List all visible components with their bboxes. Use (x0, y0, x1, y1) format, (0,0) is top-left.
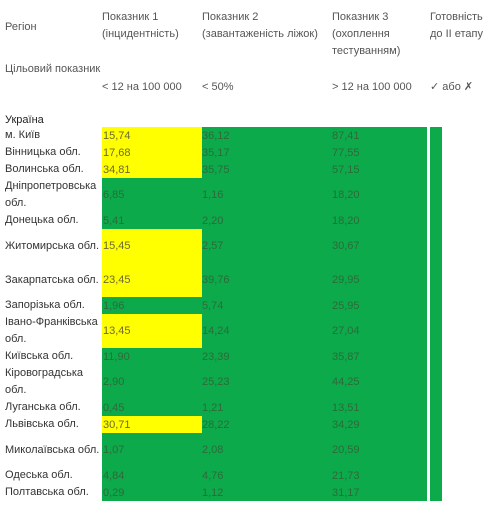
header-region: Регіон (5, 21, 37, 33)
region-cell: Дніпропетровська обл. (5, 180, 97, 209)
target-indicator-3: > 12 на 100 000 (332, 80, 412, 93)
indicator-2-cell: 23,39 (202, 348, 332, 365)
indicator-1-cell: 30,71 (102, 416, 202, 433)
target-indicator-1: < 12 на 100 000 (102, 80, 182, 93)
indicator-3-cell: 31,17 (332, 484, 427, 501)
indicator-1-cell: 4,84 (102, 467, 202, 484)
indicator-2-cell: 5,74 (202, 297, 332, 314)
indicator-1-cell: 15,45 (102, 229, 202, 263)
header-indicator-3: Показник 3 (охоплення тестуванням) (332, 11, 401, 57)
indicator-3-cell: 25,95 (332, 297, 427, 314)
indicator-1-cell: 23,45 (102, 263, 202, 297)
region-cell: Миколаївська обл. (5, 443, 100, 456)
indicator-3-cell: 57,15 (332, 161, 427, 178)
indicator-2-cell: 14,24 (202, 314, 332, 348)
indicator-3-cell: 34,29 (332, 416, 427, 433)
indicator-1-cell: 2,90 (102, 365, 202, 399)
indicator-2-cell: 2,57 (202, 229, 332, 263)
country-row: Україна (0, 113, 490, 127)
indicator-1-cell: 1,07 (102, 433, 202, 467)
region-cell: Закарпатська обл. (5, 273, 99, 286)
indicator-2-cell: 2,20 (202, 212, 332, 229)
target-label: Цільовий показник (5, 63, 101, 75)
indicator-2-cell: 35,17 (202, 144, 332, 161)
indicator-2-cell: 1,16 (202, 178, 332, 212)
region-cell: Вінницька обл. (5, 146, 81, 158)
header-indicator-2: Показник 2 (завантаженість ліжок) (202, 11, 318, 40)
header-row: Регіон Показник 1 (інцидентність) Показн… (0, 0, 490, 60)
country-label: Україна (5, 114, 44, 126)
header-indicator-1: Показник 1 (інцидентність) (102, 11, 179, 40)
region-cell: Житомирська обл. (5, 239, 100, 252)
indicator-1-cell: 15,74 (102, 127, 202, 144)
indicator-1-cell: 6,85 (102, 178, 202, 212)
indicator-2-cell: 4,76 (202, 467, 332, 484)
readiness-table: Регіон Показник 1 (інцидентність) Показн… (0, 0, 490, 501)
indicator-1-cell: 5,41 (102, 212, 202, 229)
region-cell: Запорізька обл. (5, 299, 85, 311)
indicator-3-cell: 35,87 (332, 348, 427, 365)
indicator-3-cell: 21,73 (332, 467, 427, 484)
region-cell: Івано-Франківська обл. (5, 316, 98, 345)
indicator-3-cell: 18,20 (332, 178, 427, 212)
indicator-3-cell: 30,67 (332, 229, 427, 263)
region-cell: Львівська обл. (5, 418, 79, 430)
indicator-2-cell: 1,21 (202, 399, 332, 416)
region-cell: Полтавська обл. (5, 486, 89, 498)
readiness-bar (430, 127, 442, 501)
indicator-3-cell: 20,59 (332, 433, 427, 467)
region-cell: Луганська обл. (5, 401, 81, 413)
indicator-3-cell: 44,25 (332, 365, 427, 399)
indicator-2-cell: 36,12 (202, 127, 332, 144)
target-indicator-2: < 50% (202, 80, 234, 93)
indicator-2-cell: 35,75 (202, 161, 332, 178)
header-readiness: Готовність до ІІ етапу (430, 11, 484, 40)
indicator-2-cell: 28,22 (202, 416, 332, 433)
region-cell: м. Київ (5, 129, 41, 141)
indicator-2-cell: 2,08 (202, 433, 332, 467)
region-cell: Київська обл. (5, 350, 74, 362)
indicator-1-cell: 11,90 (102, 348, 202, 365)
region-cell: Кіровоградська обл. (5, 367, 83, 396)
indicator-2-cell: 1,12 (202, 484, 332, 501)
indicator-3-cell: 27,04 (332, 314, 427, 348)
region-cell: Волинська обл. (5, 163, 84, 175)
region-cell: Донецька обл. (5, 214, 79, 226)
indicator-3-cell: 87,41 (332, 127, 427, 144)
indicator-1-cell: 0,45 (102, 399, 202, 416)
indicator-1-cell: 13,45 (102, 314, 202, 348)
indicator-3-cell: 29,95 (332, 263, 427, 297)
indicator-3-cell: 18,20 (332, 212, 427, 229)
indicator-3-cell: 13,51 (332, 399, 427, 416)
indicator-1-cell: 17,68 (102, 144, 202, 161)
target-readiness: ✓ або ✗ (430, 81, 474, 93)
indicator-2-cell: 39,76 (202, 263, 332, 297)
region-cell: Одеська обл. (5, 469, 73, 481)
indicator-1-cell: 34,81 (102, 161, 202, 178)
target-row: Цільовий показник < 12 на 100 000 < 50% … (0, 60, 490, 113)
indicator-1-cell: 0,29 (102, 484, 202, 501)
indicator-2-cell: 25,23 (202, 365, 332, 399)
indicator-3-cell: 77,55 (332, 144, 427, 161)
indicator-1-cell: 1,96 (102, 297, 202, 314)
